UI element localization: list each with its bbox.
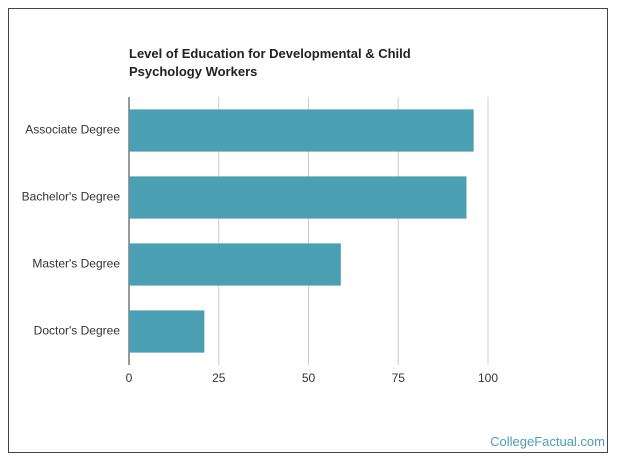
x-tick-label: 25 <box>212 371 226 385</box>
bar <box>129 310 205 353</box>
bar <box>129 243 341 286</box>
x-tick-label: 0 <box>126 371 133 385</box>
y-tick-label: Doctor's Degree <box>34 324 121 338</box>
y-tick-label: Master's Degree <box>32 257 120 271</box>
bar <box>129 109 474 152</box>
x-tick-label: 75 <box>392 371 406 385</box>
x-tick-label: 50 <box>302 371 316 385</box>
bar <box>129 176 467 219</box>
y-tick-label: Associate Degree <box>25 123 120 137</box>
x-tick-label: 100 <box>478 371 498 385</box>
chart-title: Level of Education for Developmental & C… <box>129 46 411 79</box>
frame <box>8 8 608 453</box>
source-link[interactable]: CollegeFactual.com <box>490 434 605 449</box>
y-tick-label: Bachelor's Degree <box>22 190 121 204</box>
